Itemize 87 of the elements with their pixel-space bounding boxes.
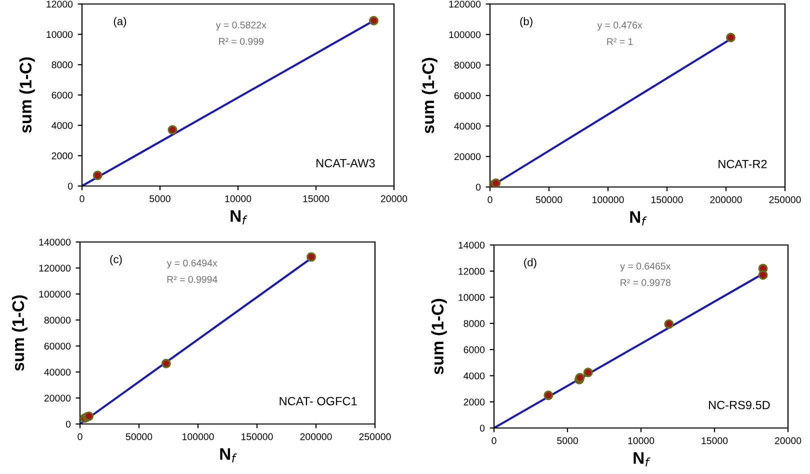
annotation: (a) (114, 17, 126, 28)
y-tick-label: 0 (68, 182, 73, 190)
annotation: y = 0.6494x (166, 260, 218, 268)
annotation: (d) (524, 258, 536, 268)
y-tick-label: 80000 (454, 62, 481, 69)
x-tick-label: 0 (492, 437, 496, 444)
y-axis-title: sum (1-C) (19, 57, 35, 133)
point (726, 32, 736, 42)
y-tick-label: 14000 (458, 242, 485, 249)
x-tick-label: 20000 (774, 437, 802, 444)
x-tick-label: 20000 (380, 195, 408, 202)
x-tick-label: 10000 (225, 195, 252, 202)
x-tick-label: 50000 (536, 196, 562, 204)
annotation: NCAT-AW3 (316, 158, 375, 168)
annotation: y = 0.6465x (620, 262, 671, 272)
annotation: NC-RS9.5D (709, 400, 770, 410)
x-axis-title: N$_{f}$ (634, 452, 650, 466)
y-tick-label: 4000 (52, 122, 73, 129)
point (664, 319, 674, 329)
y-tick-label: 2000 (464, 398, 485, 406)
x-tick-label: 15000 (702, 437, 728, 444)
y-tick-label: 100000 (39, 290, 71, 298)
y-tick-label: 120000 (449, 0, 481, 8)
y-axis-title: sum (1-C) (431, 298, 447, 374)
x-tick-label: 200000 (300, 433, 332, 440)
x-axis-title: N$_{f}$ (230, 210, 248, 224)
y-axis-title: sum (1-C) (12, 295, 28, 371)
y-tick-label: 10000 (46, 31, 73, 38)
x-tick-label: 100000 (592, 196, 624, 204)
y-axis-title: sum (1-C) (422, 58, 438, 134)
point (161, 358, 171, 368)
y-tick-label: 6000 (464, 346, 485, 354)
x-tick-label: 150000 (652, 196, 683, 204)
y-tick-label: 60000 (44, 342, 71, 350)
y-tick-label: 0 (66, 420, 71, 428)
x-axis-title: N$_{f}$ (220, 448, 237, 462)
y-tick-label: 4000 (464, 372, 485, 380)
annotation: NCAT- OGFC1 (280, 396, 357, 406)
x-tick-label: 0 (488, 196, 492, 204)
point (758, 270, 768, 280)
y-tick-label: 60000 (454, 92, 481, 100)
annotation: y = 0.476x (597, 22, 642, 30)
y-tick-label: 40000 (454, 122, 481, 130)
y-tick-label: 12000 (458, 268, 485, 275)
y-tick-label: 6000 (52, 92, 73, 99)
x-tick-label: 250000 (359, 433, 391, 440)
annotation: R² = 1 (607, 38, 633, 45)
x-tick-label: 5000 (557, 437, 578, 444)
annotation: R² = 0.9978 (620, 279, 671, 286)
y-tick-label: 10000 (458, 294, 485, 301)
point (168, 125, 178, 135)
annotation: (c) (110, 255, 122, 266)
x-tick-label: 15000 (303, 195, 330, 202)
annotation: (b) (520, 17, 532, 28)
y-tick-label: 120000 (39, 264, 71, 272)
annotation: R² = 0.999 (219, 38, 264, 45)
x-tick-label: 0 (78, 433, 82, 440)
y-tick-label: 0 (480, 424, 485, 432)
annotation: R² = 0.9994 (167, 276, 218, 283)
y-tick-label: 20000 (44, 394, 71, 402)
point (368, 16, 378, 26)
y-tick-label: 20000 (454, 153, 481, 160)
y-tick-label: 2000 (52, 152, 73, 160)
point (306, 252, 316, 262)
point (491, 178, 501, 187)
x-tick-label: 200000 (710, 196, 742, 204)
y-tick-label: 12000 (46, 0, 73, 8)
annotation: NCAT-R2 (718, 160, 767, 168)
y-tick-label: 8000 (464, 320, 485, 328)
y-tick-label: 0 (476, 184, 481, 191)
x-tick-label: 10000 (628, 437, 654, 444)
y-tick-label: 80000 (44, 316, 71, 324)
y-tick-label: 8000 (52, 61, 73, 68)
point (92, 170, 102, 180)
x-tick-label: 0 (80, 195, 84, 202)
x-tick-label: 5000 (150, 195, 170, 202)
annotation: y = 0.5822x (216, 22, 266, 30)
y-tick-label: 100000 (449, 31, 481, 38)
x-tick-label: 150000 (242, 433, 273, 440)
x-tick-label: 100000 (182, 433, 214, 440)
point (583, 368, 593, 378)
x-axis-title: N$_{f}$ (630, 211, 647, 226)
y-tick-label: 40000 (44, 368, 71, 376)
x-tick-label: 50000 (126, 433, 152, 440)
point (544, 390, 554, 400)
y-tick-label: 140000 (39, 238, 71, 246)
x-tick-label: 250000 (769, 196, 801, 204)
